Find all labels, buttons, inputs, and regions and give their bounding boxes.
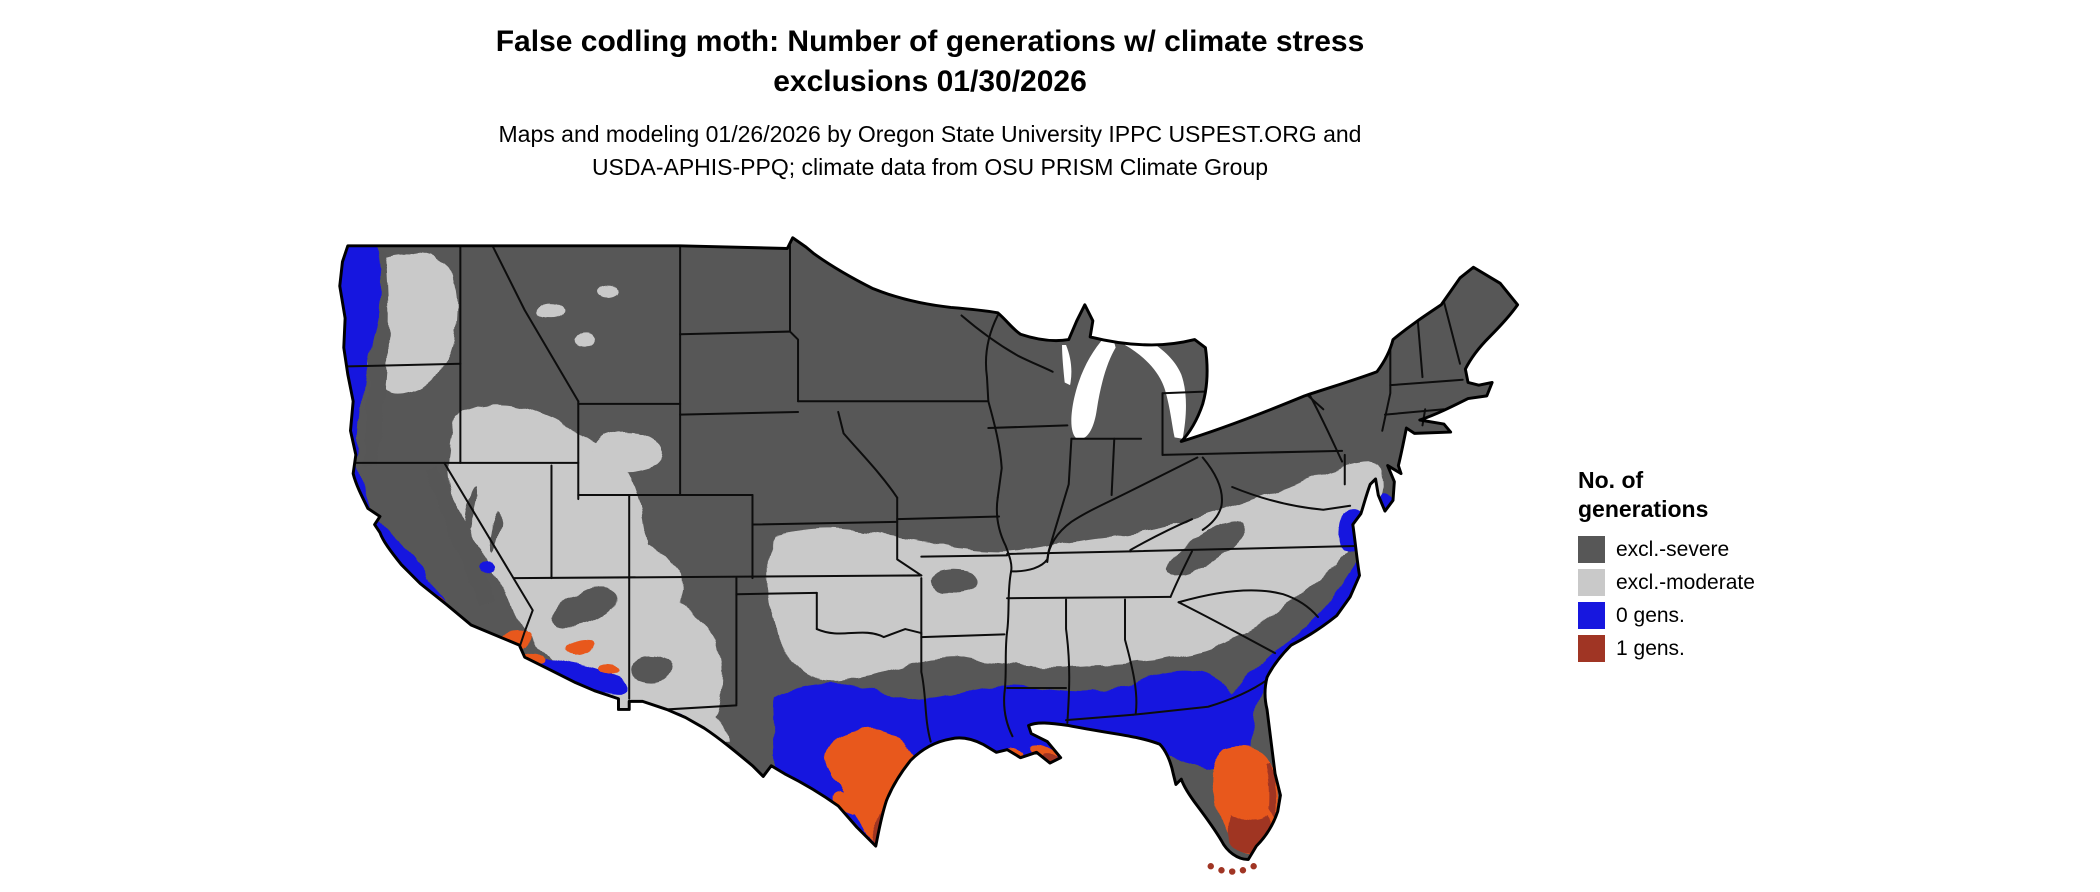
zone-moderate-pnw-interior (365, 252, 458, 394)
border-sd-ne (679, 410, 800, 416)
legend-swatch-1-gens (1578, 635, 1605, 662)
zone-0gens-south-band (773, 549, 1383, 855)
zone-moderate-montana-spot-2 (574, 332, 599, 347)
border-ne-ks (751, 520, 899, 526)
border-ia-mo (896, 515, 1001, 521)
florida-key-dot (1250, 863, 1257, 870)
border-ma-north (1389, 378, 1464, 387)
border-ga-sc (1177, 601, 1277, 655)
legend-row-excl-moderate: excl.-moderate (1578, 569, 1878, 596)
zone-severe-sierra (426, 465, 496, 609)
florida-key-dot (1228, 868, 1236, 875)
border-nh-me (1440, 290, 1462, 365)
map-clipped-content (339, 237, 1518, 860)
legend-items: excl.-severe excl.-moderate 0 gens. 1 ge… (1578, 536, 1878, 662)
us-climate-map (321, 226, 1527, 882)
legend-swatch-excl-severe (1578, 536, 1605, 563)
border-ga-fl (1132, 678, 1269, 716)
zone-moderate-intermountain (447, 404, 731, 774)
zone-severe-mogollon (550, 588, 617, 627)
border-ky-va (1129, 518, 1194, 551)
border-mississippi-upper (987, 400, 1003, 499)
border-mississippi-mid (995, 496, 1013, 573)
legend-row-0-gens: 0 gens. (1578, 602, 1878, 629)
border-wi-mi-up (960, 314, 1054, 373)
border-in-oh (1110, 437, 1116, 497)
zone-1gens-laredo (832, 791, 856, 815)
border-wv-va (1201, 456, 1223, 531)
border-nm-tx-south (665, 704, 738, 711)
border-37th-parallel (512, 574, 923, 580)
legend-label-excl-severe: excl.-severe (1616, 538, 1730, 561)
zone-severe-ozarks (929, 568, 978, 593)
florida-key-dot (1239, 867, 1247, 874)
legend-title-line2: generations (1578, 496, 1709, 522)
border-tn-nc (1169, 550, 1194, 598)
border-al-ga (1123, 598, 1138, 715)
zone-1gens-florida-east-strip (1264, 763, 1277, 820)
us-map-svg (338, 236, 1520, 875)
border-nc-sc (1177, 589, 1319, 618)
zone-moderate-montana-spot-1 (538, 302, 565, 319)
zone-0gens-vegas-spot (479, 562, 496, 573)
border-al-fl (1065, 713, 1135, 722)
border-delaware-river (1306, 389, 1344, 463)
border-va-south (1129, 544, 1357, 553)
lake-huron (1124, 334, 1186, 439)
map-subtitle-line2: USDA-APHIS-PPQ; climate data from OSU PR… (591, 154, 1269, 180)
border-35th-parallel (1006, 595, 1172, 600)
florida-key-dot (1218, 867, 1225, 874)
zone-0gens-tidewater (1339, 511, 1365, 555)
great-lakes (1062, 334, 1186, 440)
zone-1gens-tucson (598, 663, 618, 675)
legend-label-0-gens: 0 gens. (1616, 604, 1685, 627)
legend-swatch-excl-moderate (1578, 569, 1605, 596)
legend-row-excl-severe: excl.-severe (1578, 536, 1878, 563)
border-ma-south (1383, 408, 1445, 416)
legend-row-1-gens: 1 gens. (1578, 635, 1878, 662)
border-tx-la (920, 633, 932, 743)
florida-key-dot (1207, 863, 1214, 870)
map-subtitle-line1: Maps and modeling 01/26/2026 by Oregon S… (498, 121, 1362, 147)
florida-keys (1207, 863, 1257, 875)
border-ca-nv (443, 461, 534, 649)
border-wi-il (987, 424, 1069, 430)
border-ms-al (1065, 598, 1071, 724)
border-id-mt (491, 244, 580, 403)
zone-moderate-wyoming-basin (591, 432, 662, 473)
border-mississippi-lower (1003, 570, 1014, 738)
border-red-river (815, 628, 923, 639)
legend-title-line1: No. of (1578, 467, 1644, 493)
border-nd-sd (679, 330, 792, 336)
border-potomac (1231, 485, 1352, 511)
border-ohio-river (1011, 456, 1199, 573)
map-title-line1: False codling moth: Number of generation… (495, 25, 1365, 58)
border-mason-dixon (1161, 449, 1344, 456)
legend-label-1-gens: 1 gens. (1616, 637, 1685, 660)
border-mo-ar (920, 554, 1009, 558)
map-legend: No. of generations excl.-severe excl.-mo… (1578, 466, 1878, 668)
green-bay (1062, 344, 1072, 386)
border-ne-ia-river (837, 410, 899, 499)
border-ok-panhandle-south (735, 591, 818, 596)
border-vt-nh (1416, 311, 1424, 379)
lake-michigan (1071, 335, 1116, 440)
border-mn-west (788, 244, 800, 403)
border-wa-or (346, 362, 462, 368)
zone-severe-gila (629, 655, 673, 683)
border-ar-la (920, 633, 1006, 639)
border-mn-wi (985, 314, 999, 403)
legend-swatch-0-gens (1578, 602, 1605, 629)
zone-1gens-phoenix (566, 639, 596, 657)
legend-label-excl-moderate: excl.-moderate (1616, 571, 1755, 594)
map-title-line2: exclusions 01/30/2026 (773, 65, 1087, 98)
border-ky-tn (1006, 550, 1132, 556)
zone-moderate-montana-spot-3 (597, 284, 619, 299)
header: False codling moth: Number of generation… (0, 22, 1860, 184)
border-ny-east (1381, 333, 1392, 432)
